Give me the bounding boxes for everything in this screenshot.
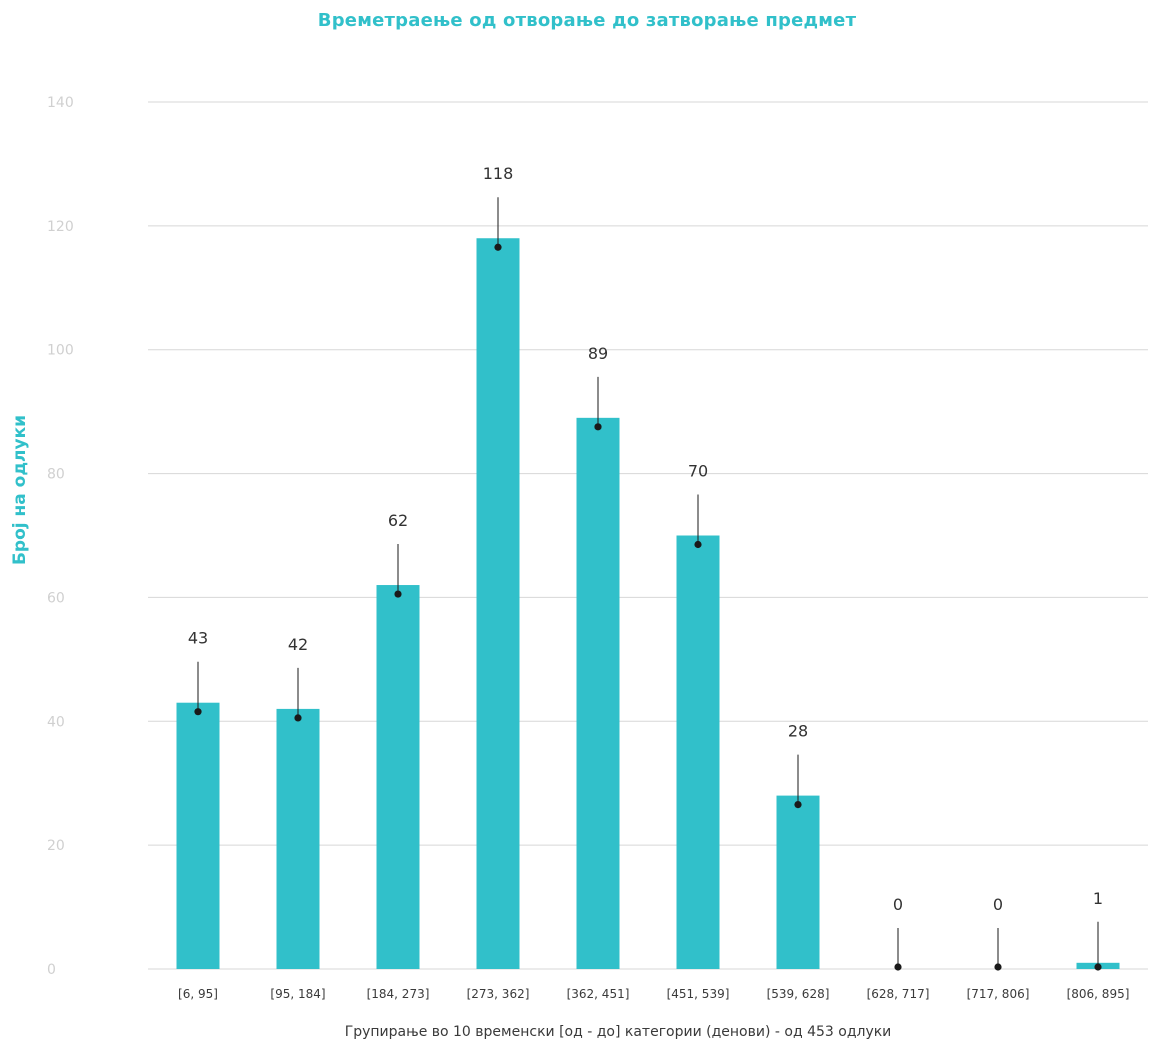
error-markers (194, 197, 1102, 971)
bar (776, 795, 820, 969)
data-label: 62 (388, 511, 408, 530)
error-dot (1094, 963, 1102, 971)
y-tick-label: 120 (47, 219, 74, 235)
x-tick-label: [539, 628] (767, 987, 830, 1001)
data-label: 28 (788, 722, 808, 741)
y-tick-label: 100 (47, 343, 74, 359)
y-tick-label: 80 (47, 467, 65, 483)
y-axis-ticks: 0 20 40 60 80 100 120 140 (47, 95, 74, 978)
x-tick-label: [362, 451] (567, 987, 630, 1001)
x-tick-label: [717, 806] (967, 987, 1030, 1001)
data-label: 42 (288, 635, 308, 654)
error-dot (594, 423, 602, 431)
error-dot (494, 243, 502, 251)
y-tick-label: 140 (47, 95, 74, 111)
error-dot (394, 590, 402, 598)
y-tick-label: 20 (47, 838, 65, 854)
y-tick-label: 40 (47, 714, 65, 730)
data-labels: 43 42 62 118 89 70 28 0 0 1 (188, 164, 1103, 914)
y-tick-label: 60 (47, 590, 65, 606)
x-tick-label: [451, 539] (667, 987, 730, 1001)
x-axis-ticks: [6, 95] [95, 184] [184, 273] [273, 362] [362… (178, 987, 1129, 1001)
error-dot (194, 708, 202, 716)
data-label: 43 (188, 629, 208, 648)
bar (676, 535, 720, 969)
error-dot (794, 801, 802, 809)
x-tick-label: [95, 184] (270, 987, 325, 1001)
data-label: 0 (993, 895, 1003, 914)
x-tick-label: [184, 273] (367, 987, 430, 1001)
bars (176, 238, 1120, 970)
bar (176, 702, 220, 969)
x-tick-label: [806, 895] (1067, 987, 1130, 1001)
data-label: 118 (483, 164, 514, 183)
bar (576, 417, 620, 970)
bar (276, 708, 320, 969)
error-dot (894, 963, 902, 971)
data-label: 89 (588, 344, 608, 363)
data-label: 70 (688, 462, 708, 481)
data-label: 1 (1093, 889, 1103, 908)
x-tick-label: [628, 717] (867, 987, 930, 1001)
x-tick-label: [6, 95] (178, 987, 218, 1001)
chart-title: Времетраење од отворање до затворање пре… (317, 10, 857, 31)
error-dot (994, 963, 1002, 971)
error-dot (294, 714, 302, 722)
data-label: 0 (893, 895, 903, 914)
x-tick-label: [273, 362] (467, 987, 530, 1001)
bar (376, 585, 420, 969)
x-axis-title: Групирање во 10 временски [од - до] кате… (344, 1024, 892, 1040)
error-dot (694, 540, 702, 549)
y-tick-label: 0 (47, 962, 56, 978)
bar (476, 238, 520, 969)
